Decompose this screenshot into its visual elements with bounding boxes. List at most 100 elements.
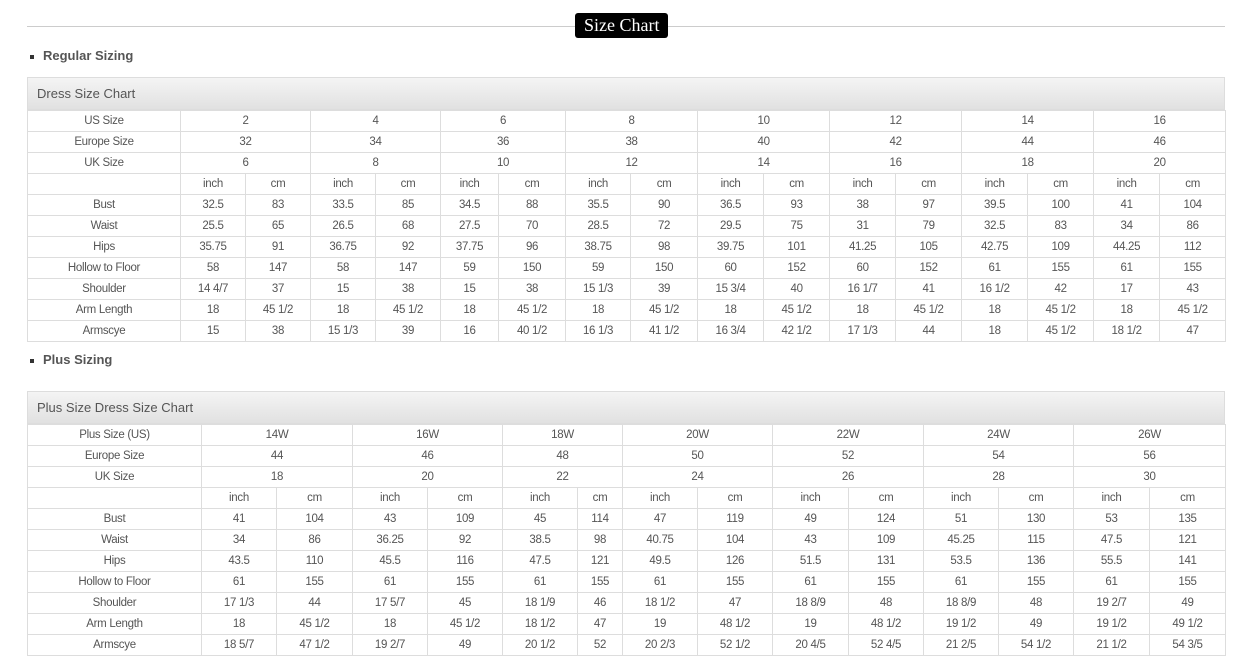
unit-inch: inch <box>352 487 428 509</box>
measure-cell: 31 <box>829 215 897 237</box>
units-row: inch cm inch cm inch cm inch cm inch cm inch cm inch… <box>27 487 1226 509</box>
row-label <box>27 173 181 195</box>
measure-cell: 19 2/7 <box>352 634 428 656</box>
unit-inch: inch <box>772 487 849 509</box>
table-row: Bust 32.5 83 33.5 85 34.5 88 35.5 90 36.5 93 38 97 39… <box>27 194 1227 216</box>
measure-cell: 45 1/2 <box>763 299 831 321</box>
bullet-icon <box>30 358 34 363</box>
row-label: US Size <box>27 110 181 132</box>
size-cell: 8 <box>565 110 699 132</box>
measure-cell: 41 <box>895 278 963 300</box>
size-cell: 50 <box>622 445 773 467</box>
size-cell: 20 <box>1093 152 1227 174</box>
measure-cell: 39 <box>630 278 699 300</box>
measure-cell: 42.75 <box>961 236 1029 258</box>
measure-cell: 88 <box>498 194 567 216</box>
unit-inch: inch <box>440 173 500 195</box>
size-cell: 18 <box>961 152 1095 174</box>
row-label: Bust <box>27 194 181 216</box>
measure-cell: 49 1/2 <box>1149 613 1226 635</box>
row-label: Bust <box>27 508 202 530</box>
table-row: Armscye 18 5/7 47 1/2 19 2/7 49 20 1/2 52 20 2/… <box>27 634 1226 656</box>
measure-cell: 93 <box>763 194 831 216</box>
measure-cell: 92 <box>427 529 503 551</box>
size-cell: 20W <box>622 424 773 446</box>
measure-cell: 18 1/2 <box>622 592 698 614</box>
measure-cell: 36.5 <box>697 194 765 216</box>
measure-cell: 121 <box>577 550 623 572</box>
unit-cm: cm <box>763 173 831 195</box>
size-cell: 6 <box>179 152 312 174</box>
measure-cell: 21 1/2 <box>1073 634 1150 656</box>
size-cell: 14W <box>201 424 353 446</box>
measure-cell: 20 2/3 <box>622 634 698 656</box>
row-label: Plus Size (US) <box>27 424 202 446</box>
measure-cell: 35.5 <box>565 194 632 216</box>
row-label: Waist <box>27 215 181 237</box>
measure-cell: 18 1/9 <box>502 592 578 614</box>
size-cell: 18W <box>502 424 623 446</box>
measure-cell: 18 <box>180 299 246 321</box>
row-label: UK Size <box>27 466 202 488</box>
measure-cell: 18 5/7 <box>201 634 277 656</box>
unit-inch: inch <box>565 173 632 195</box>
measure-cell: 19 <box>772 613 849 635</box>
measure-cell: 45 1/2 <box>630 299 699 321</box>
measure-cell: 38 <box>375 278 442 300</box>
measure-cell: 141 <box>1149 550 1226 572</box>
measure-cell: 40 <box>763 278 831 300</box>
measure-cell: 39 <box>375 320 442 342</box>
measure-cell: 18 <box>1093 299 1161 321</box>
size-cell: 40 <box>697 131 831 153</box>
size-cell: 32 <box>179 131 312 153</box>
unit-cm: cm <box>630 173 699 195</box>
measure-cell: 18 <box>201 613 277 635</box>
measure-cell: 48 <box>998 592 1074 614</box>
measure-cell: 104 <box>697 529 773 551</box>
size-cell: 28 <box>923 466 1074 488</box>
measure-cell: 53 <box>1073 508 1150 530</box>
plus-size-chart: Plus Size Dress Size Chart Plus Size (US… <box>27 391 1226 656</box>
measure-cell: 60 <box>829 257 897 279</box>
size-cell: 52 <box>772 445 924 467</box>
measure-cell: 155 <box>1159 257 1227 279</box>
measure-cell: 104 <box>1159 194 1227 216</box>
measure-cell: 90 <box>630 194 699 216</box>
measure-cell: 20 4/5 <box>772 634 849 656</box>
table-row: Armscye 15 38 15 1/3 39 16 40 1/2 16 1/3 41 1/2 1… <box>27 320 1227 342</box>
size-row: Europe Size 32 34 36 38 40 42 44 46 <box>27 131 1227 153</box>
size-cell: 46 <box>352 445 503 467</box>
measure-cell: 91 <box>244 236 312 258</box>
measure-cell: 48 1/2 <box>697 613 773 635</box>
measure-cell: 60 <box>697 257 765 279</box>
size-cell: 24W <box>923 424 1074 446</box>
unit-inch: inch <box>829 173 897 195</box>
unit-cm: cm <box>577 487 623 509</box>
measure-cell: 27.5 <box>440 215 500 237</box>
measure-cell: 155 <box>1149 571 1226 593</box>
measure-cell: 152 <box>763 257 831 279</box>
plus-size-table: Plus Size (US) 14W 16W 18W 20W 22W 24W 26W Europ… <box>27 424 1226 656</box>
measure-cell: 19 <box>622 613 698 635</box>
measure-cell: 25.5 <box>180 215 246 237</box>
measure-cell: 19 1/2 <box>923 613 999 635</box>
size-cell: 56 <box>1073 445 1226 467</box>
measure-cell: 43 <box>1159 278 1227 300</box>
unit-cm: cm <box>498 173 567 195</box>
measure-cell: 54 1/2 <box>998 634 1074 656</box>
measure-cell: 112 <box>1159 236 1227 258</box>
measure-cell: 19 2/7 <box>1073 592 1150 614</box>
measure-cell: 136 <box>998 550 1074 572</box>
measure-cell: 45 <box>427 592 503 614</box>
unit-inch: inch <box>697 173 765 195</box>
section-regular-sizing: Regular Sizing <box>30 48 133 63</box>
measure-cell: 110 <box>276 550 353 572</box>
table-row: Hollow to Floor 58 147 58 147 59 150 59 150 60 152… <box>27 257 1227 279</box>
unit-cm: cm <box>998 487 1074 509</box>
measure-cell: 59 <box>440 257 500 279</box>
measure-cell: 18 <box>352 613 428 635</box>
measure-cell: 61 <box>201 571 277 593</box>
measure-cell: 29.5 <box>697 215 765 237</box>
size-cell: 36 <box>440 131 567 153</box>
measure-cell: 100 <box>1027 194 1095 216</box>
